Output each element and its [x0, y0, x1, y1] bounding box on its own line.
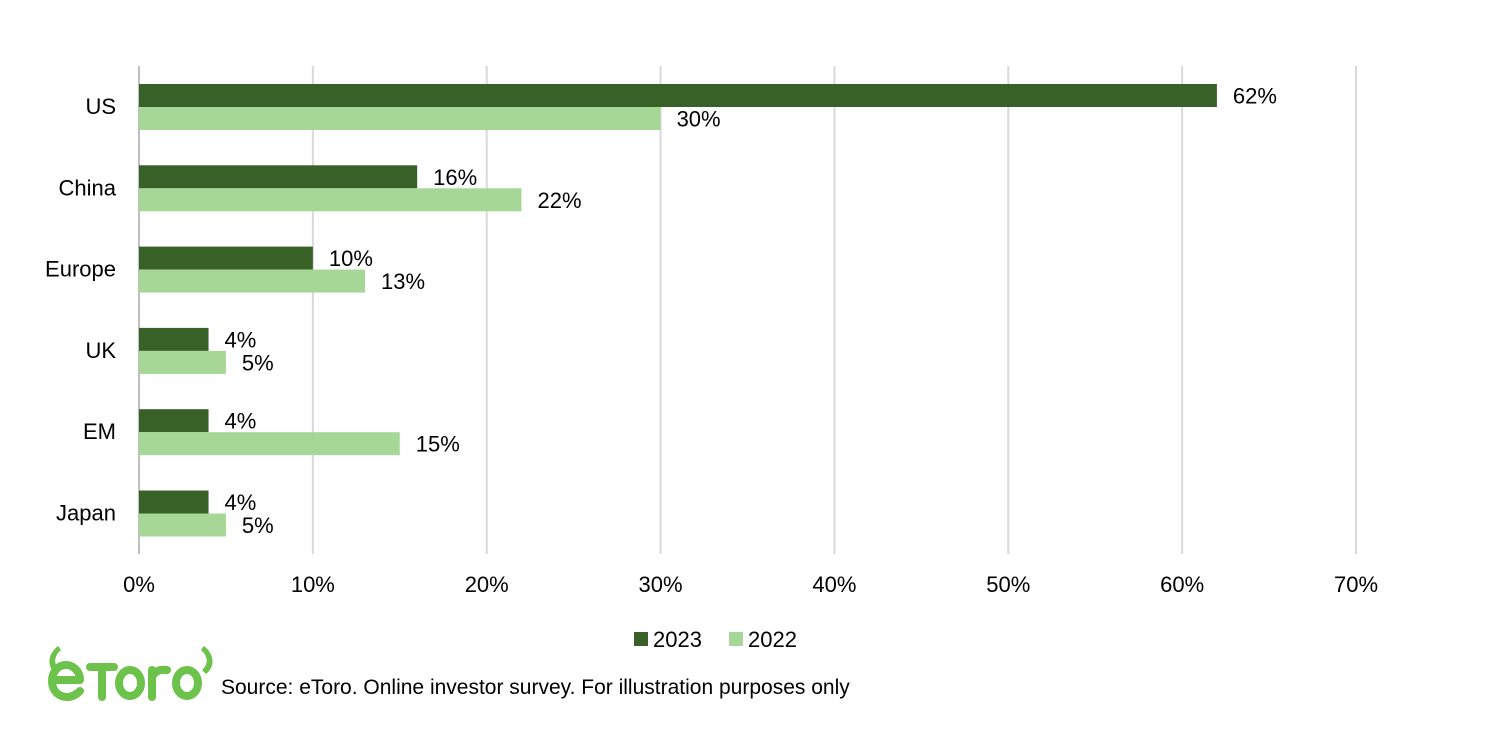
legend-label: 2022	[748, 627, 797, 652]
legend-label: 2023	[653, 627, 702, 652]
data-label: 4%	[225, 327, 257, 352]
legend-swatch-2022	[729, 632, 743, 646]
bar-2022	[139, 350, 226, 374]
data-label: 13%	[381, 269, 425, 294]
bar-2023	[139, 84, 1217, 107]
etoro-bull-horns-logo	[48, 646, 213, 701]
bar-2023	[139, 246, 313, 270]
category-label: US	[85, 94, 116, 119]
category-label: Europe	[45, 257, 116, 282]
data-label: 15%	[416, 432, 460, 457]
bar-2022	[139, 432, 400, 456]
x-tick-label: 10%	[291, 572, 335, 597]
x-tick-label: 0%	[123, 572, 155, 597]
data-label: 4%	[225, 490, 257, 515]
bar-2022	[139, 188, 522, 212]
data-label: 22%	[537, 188, 581, 213]
x-tick-label: 50%	[986, 572, 1030, 597]
x-tick-label: 20%	[465, 572, 509, 597]
x-tick-label: 60%	[1160, 572, 1204, 597]
data-label: 5%	[242, 513, 274, 538]
x-tick-label: 70%	[1334, 572, 1378, 597]
x-tick-label: 40%	[812, 572, 856, 597]
data-label: 62%	[1233, 84, 1277, 109]
bar-2023	[139, 327, 209, 351]
bar-2023	[139, 165, 418, 189]
bar-2022	[139, 269, 366, 293]
bar-2023	[139, 409, 209, 433]
source-note: Source: eToro. Online investor survey. F…	[221, 676, 850, 699]
category-label: Japan	[56, 501, 116, 526]
x-tick-label: 30%	[639, 572, 683, 597]
etoro-logo	[44, 640, 220, 706]
data-label: 30%	[677, 107, 721, 132]
bar-2022	[139, 513, 226, 537]
bar-2022	[139, 107, 661, 130]
data-label: 4%	[225, 409, 257, 434]
data-label: 5%	[242, 350, 274, 375]
data-label: 10%	[329, 246, 373, 271]
category-label: EM	[83, 419, 116, 444]
category-label: UK	[85, 338, 116, 363]
legend-swatch-2023	[634, 632, 648, 646]
data-label: 16%	[433, 165, 477, 190]
bar-2023	[139, 490, 209, 514]
category-label: China	[59, 175, 117, 200]
